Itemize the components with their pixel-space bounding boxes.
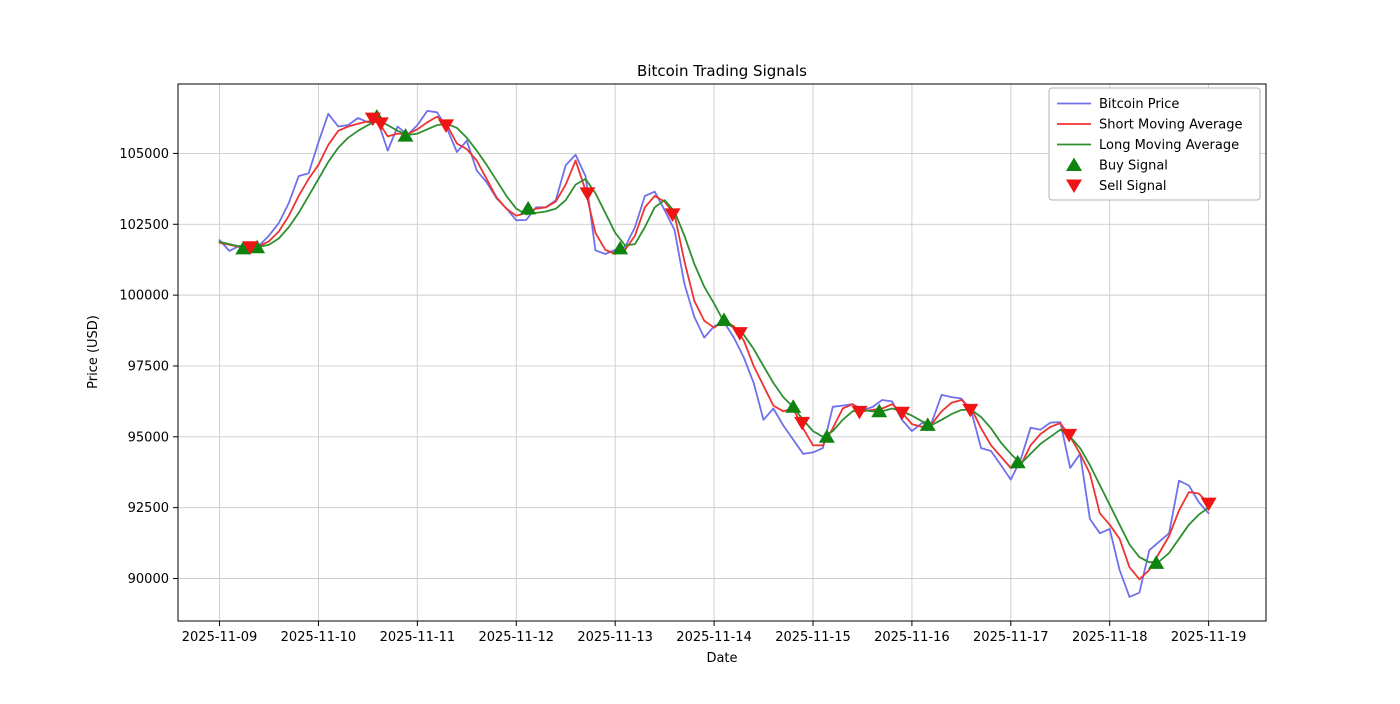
legend-label: Long Moving Average (1099, 138, 1239, 153)
x-tick-label: 2025-11-18 (1072, 630, 1148, 645)
sell-marker (372, 117, 389, 131)
sell-marker (962, 403, 979, 418)
price-line (218, 110, 1210, 598)
x-tick-label: 2025-11-15 (775, 630, 851, 645)
x-tick-label: 2025-11-16 (874, 630, 950, 645)
y-tick-label: 90000 (128, 572, 169, 587)
sell-marker (794, 416, 811, 431)
sell-marker (851, 405, 868, 420)
sell-marker (664, 208, 681, 222)
buy-marker (520, 200, 537, 215)
legend-label: Sell Signal (1099, 179, 1167, 194)
chart-title: Bitcoin Trading Signals (637, 62, 807, 80)
plot-border (177, 83, 1267, 622)
buy-marker (818, 429, 835, 443)
sell-marker (579, 187, 596, 201)
x-tick-label: 2025-11-14 (676, 630, 752, 645)
legend-label: Buy Signal (1099, 159, 1168, 174)
y-tick-label: 102500 (119, 218, 169, 233)
x-axis-label: Date (706, 651, 737, 666)
sell-marker (731, 327, 748, 341)
legend: Bitcoin Price Short Moving Average Long Mo… (1048, 87, 1261, 201)
y-tick-label: 105000 (119, 147, 169, 162)
buy-marker (715, 312, 732, 327)
x-tick-label: 2025-11-17 (973, 630, 1049, 645)
axes-layer: 2025-11-09 2025-11-10 2025-11-11 2025-11-12… (119, 83, 1267, 645)
y-tick-label: 95000 (128, 430, 169, 445)
sell-marker (1061, 428, 1078, 443)
buy-marker (871, 403, 888, 418)
buy-marker (397, 128, 414, 142)
signals-layer (235, 109, 1217, 569)
x-tick-label: 2025-11-12 (478, 630, 554, 645)
buy-marker (249, 239, 266, 254)
y-tick-label: 97500 (128, 359, 169, 374)
y-axis-label: Price (USD) (86, 315, 101, 389)
buy-marker (1148, 555, 1165, 569)
x-tick-label: 2025-11-19 (1171, 630, 1247, 645)
sell-marker (242, 241, 259, 255)
legend-box (1048, 87, 1261, 201)
buy-marker (612, 240, 629, 255)
sell-marker (894, 406, 911, 421)
legend-sell-marker-icon (1066, 179, 1082, 193)
x-tick-label: 2025-11-11 (380, 630, 456, 645)
legend-label: Bitcoin Price (1099, 97, 1179, 112)
x-tick-label: 2025-11-09 (182, 630, 258, 645)
y-tick-label: 100000 (119, 289, 169, 304)
buy-marker (785, 399, 802, 413)
legend-label: Short Moving Average (1099, 118, 1243, 133)
x-tick-label: 2025-11-10 (281, 630, 357, 645)
sell-marker (438, 119, 455, 133)
y-tick-label: 92500 (128, 501, 169, 516)
buy-marker (235, 240, 252, 255)
sell-marker (1200, 497, 1217, 512)
legend-buy-marker-icon (1066, 157, 1082, 171)
buy-marker (1009, 454, 1026, 469)
buy-marker (919, 417, 936, 431)
sell-marker (364, 112, 381, 127)
short-ma-line (218, 115, 1210, 581)
x-tick-label: 2025-11-13 (577, 630, 653, 645)
